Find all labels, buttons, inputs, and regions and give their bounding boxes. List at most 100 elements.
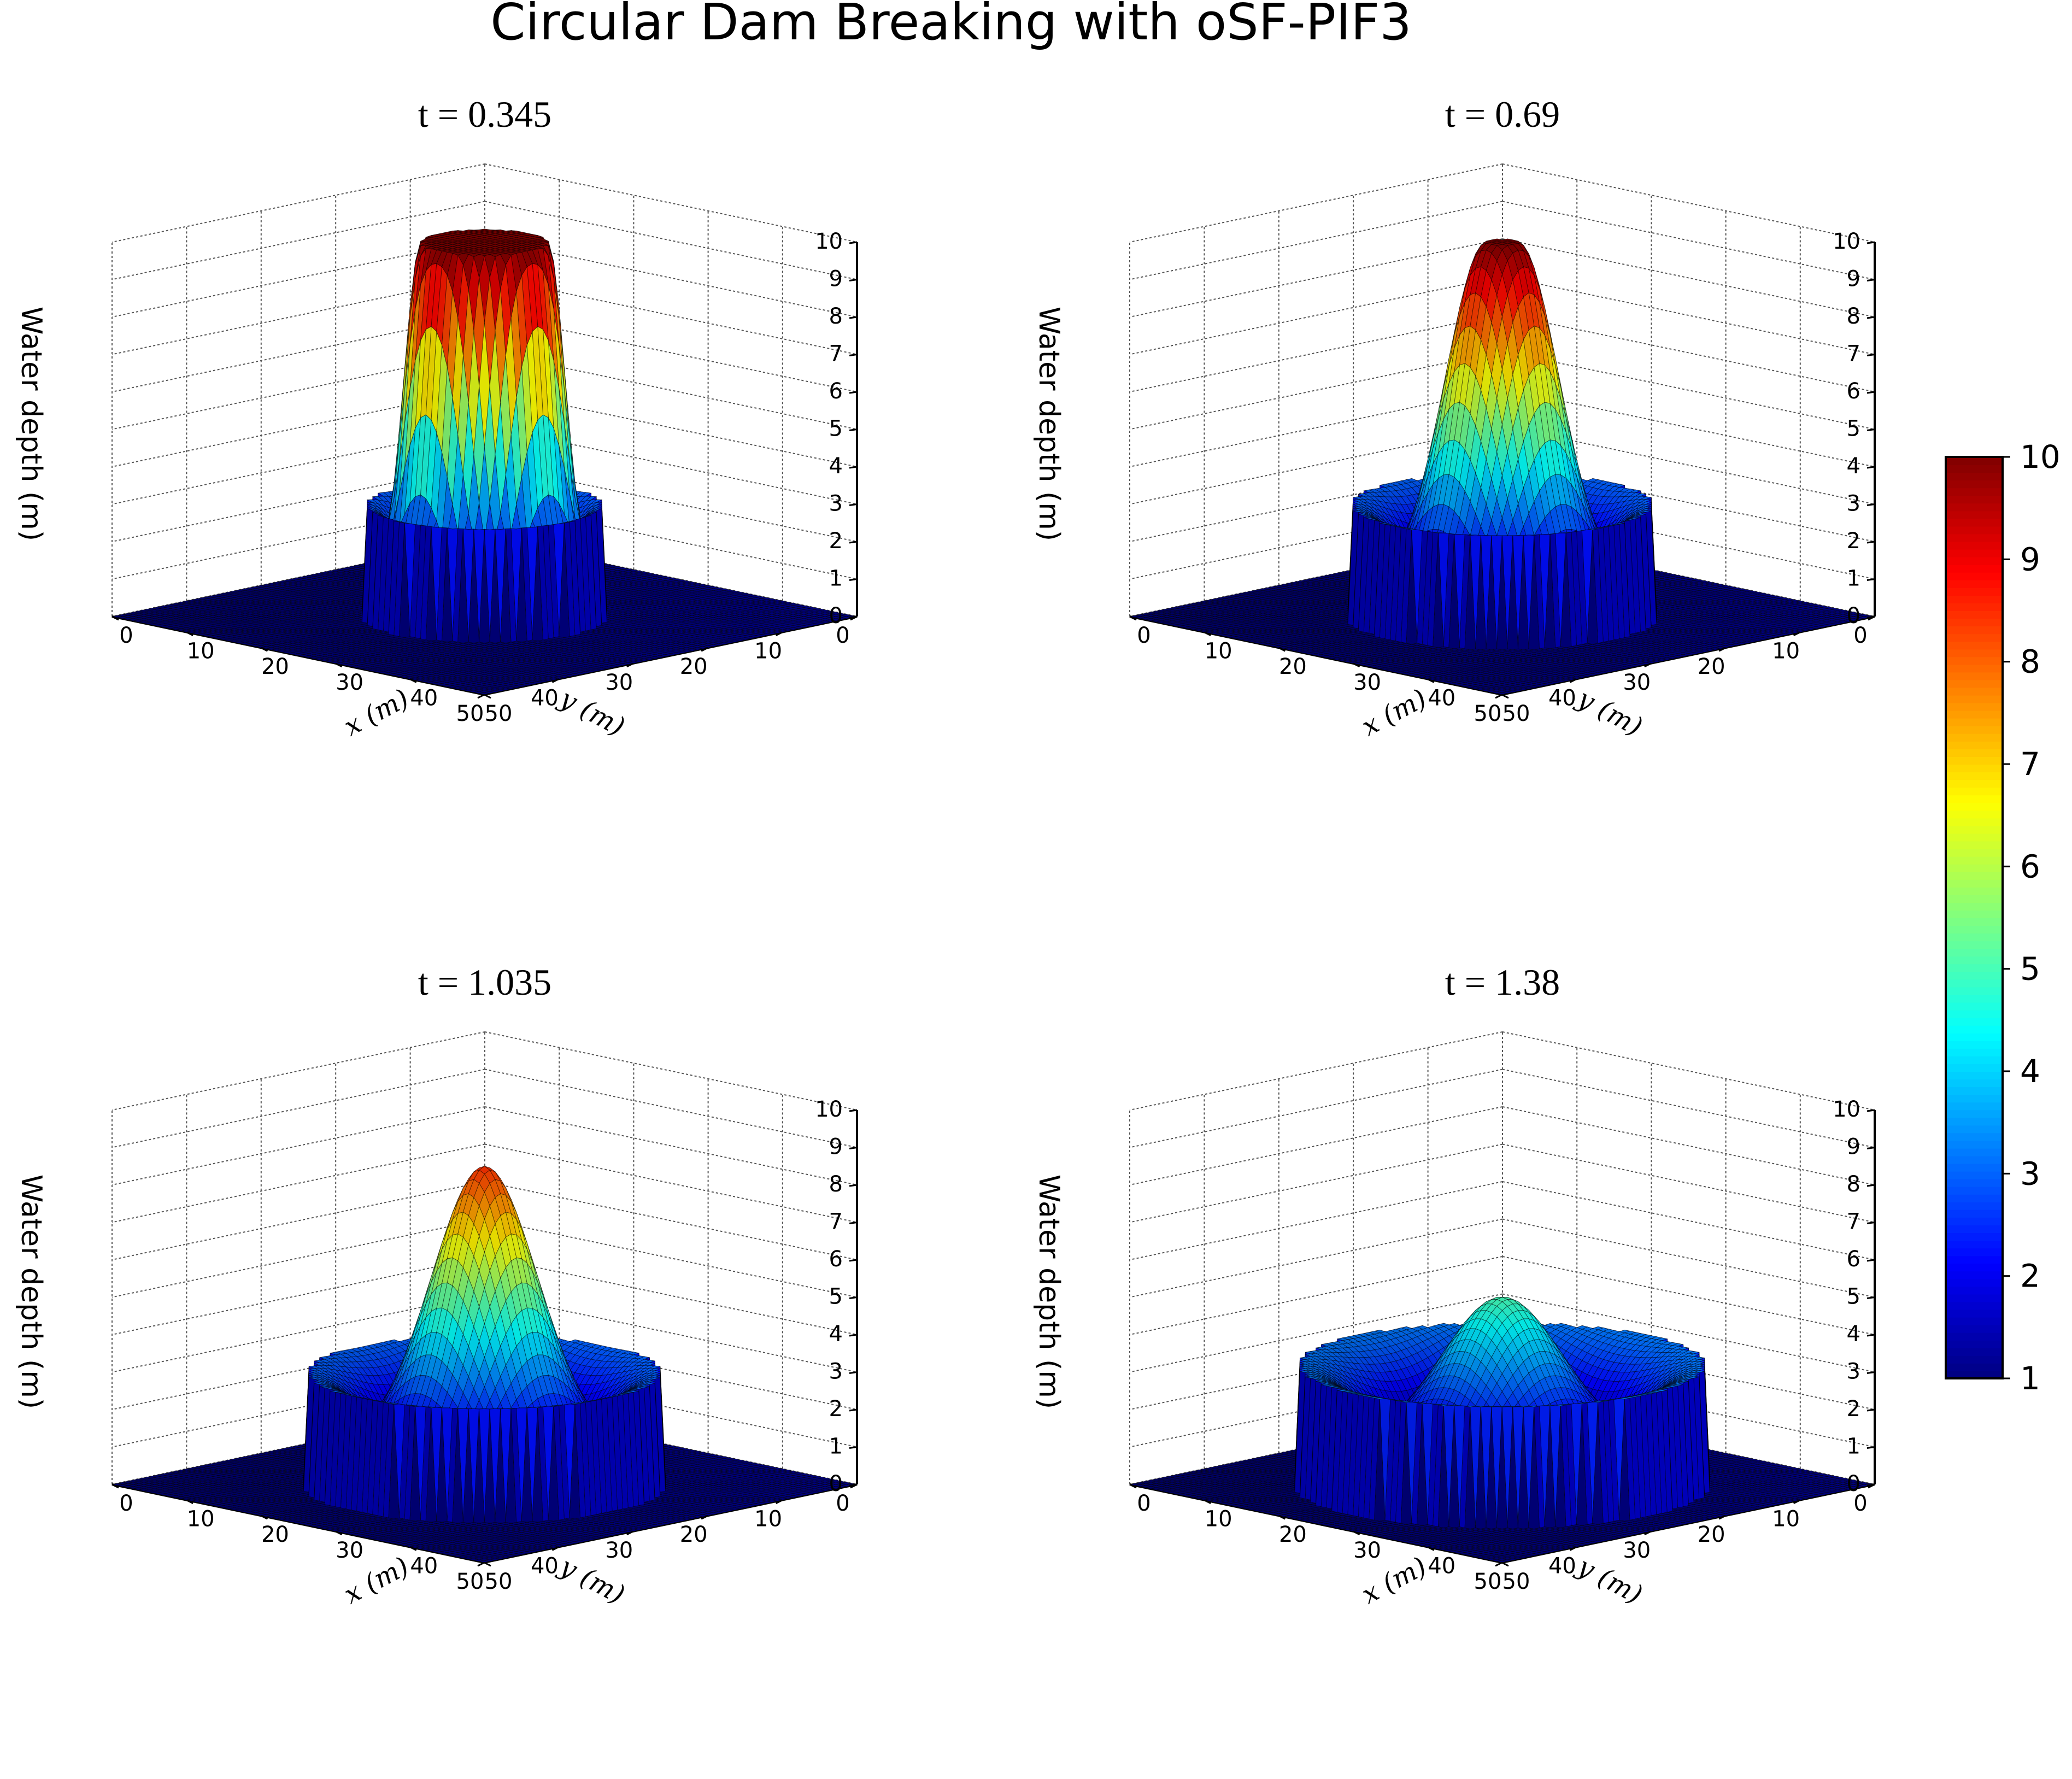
z-tick-label: 1 bbox=[1847, 566, 1860, 591]
colorbar-tick-label: 5 bbox=[2020, 950, 2040, 988]
y-tick-label: 10 bbox=[754, 1507, 782, 1532]
z-axis-label: Water depth (m) bbox=[15, 307, 48, 541]
x-tick-label: 30 bbox=[336, 670, 363, 695]
x-tick-label: 50 bbox=[1502, 1569, 1530, 1594]
colorbar-tick-label: 4 bbox=[2020, 1053, 2040, 1090]
y-tick-label: 10 bbox=[1772, 1507, 1800, 1532]
y-tick-label: 50 bbox=[1474, 1569, 1502, 1594]
z-axis-label: Water depth (m) bbox=[1032, 1175, 1065, 1409]
z-tick-label: 6 bbox=[1847, 1247, 1860, 1272]
z-tick-label: 0 bbox=[1847, 1471, 1860, 1496]
z-tick-label: 10 bbox=[815, 229, 843, 254]
z-axis-label: Water depth (m) bbox=[1032, 307, 1065, 541]
y-tick-label: 0 bbox=[1853, 623, 1867, 648]
x-tick-labels: 0 10 20 30 40 50 bbox=[111, 615, 512, 726]
y-tick-labels: 0 10 20 30 40 50 bbox=[456, 615, 858, 726]
colorbar-tick-label: 6 bbox=[2020, 848, 2040, 885]
z-tick-label: 10 bbox=[1833, 229, 1860, 254]
y-tick-label: 30 bbox=[605, 1538, 633, 1563]
z-tick-label: 2 bbox=[829, 529, 843, 554]
z-tick-label: 1 bbox=[829, 566, 843, 591]
z-tick-label: 3 bbox=[1847, 1359, 1860, 1384]
z-tick-label: 6 bbox=[1847, 379, 1860, 404]
y-tick-labels: 0 10 20 30 40 50 bbox=[1474, 615, 1875, 726]
z-tick-label: 5 bbox=[829, 1284, 843, 1310]
y-tick-label: 50 bbox=[1474, 701, 1502, 726]
z-tick-labels: 0 1 2 3 4 5 6 7 8 9 10 bbox=[815, 1097, 858, 1496]
x-tick-labels: 0 10 20 30 40 50 bbox=[1129, 1483, 1530, 1594]
z-tick-label: 4 bbox=[1847, 1322, 1860, 1347]
z-tick-label: 7 bbox=[1847, 342, 1860, 367]
colorbar-tick-label: 2 bbox=[2020, 1258, 2040, 1295]
x-tick-label: 50 bbox=[485, 1569, 513, 1594]
z-tick-label: 8 bbox=[1847, 304, 1860, 329]
x-tick-label: 40 bbox=[1428, 685, 1455, 711]
z-tick-label: 8 bbox=[829, 304, 843, 329]
z-tick-label: 0 bbox=[1847, 603, 1860, 629]
z-tick-labels: 0 1 2 3 4 5 6 7 8 9 10 bbox=[1833, 1097, 1875, 1496]
subplot-title: t = 1.035 bbox=[418, 961, 551, 1003]
z-tick-label: 8 bbox=[829, 1172, 843, 1197]
y-tick-label: 50 bbox=[456, 1569, 484, 1594]
y-tick-label: 20 bbox=[1698, 1522, 1725, 1547]
x-tick-label: 30 bbox=[336, 1538, 363, 1563]
x-tick-label: 0 bbox=[119, 1491, 133, 1516]
surface-mesh bbox=[111, 228, 858, 695]
x-tick-label: 0 bbox=[1137, 1491, 1151, 1516]
y-tick-label: 40 bbox=[1548, 685, 1576, 711]
surface-mesh bbox=[1129, 1297, 1875, 1563]
z-tick-label: 6 bbox=[829, 1247, 843, 1272]
x-tick-label: 10 bbox=[1205, 1507, 1232, 1532]
y-tick-label: 20 bbox=[1698, 654, 1725, 679]
z-tick-labels: 0 1 2 3 4 5 6 7 8 9 10 bbox=[815, 229, 858, 629]
subplot-title: t = 0.345 bbox=[418, 93, 551, 135]
z-tick-label: 3 bbox=[1847, 491, 1860, 516]
x-tick-label: 20 bbox=[261, 654, 289, 679]
colorbar-frame bbox=[1945, 456, 2004, 1379]
z-tick-label: 2 bbox=[1847, 529, 1860, 554]
z-tick-label: 7 bbox=[829, 1210, 843, 1235]
y-tick-label: 0 bbox=[1853, 1491, 1867, 1516]
y-tick-labels: 0 10 20 30 40 50 bbox=[1474, 1483, 1875, 1594]
y-tick-label: 40 bbox=[1548, 1553, 1576, 1578]
z-tick-label: 5 bbox=[1847, 1284, 1860, 1310]
z-tick-label: 3 bbox=[829, 491, 843, 516]
y-tick-label: 30 bbox=[1623, 1538, 1651, 1563]
colorbar-tick-label: 10 bbox=[2020, 438, 2061, 475]
colorbar-tick-label: 1 bbox=[2020, 1360, 2040, 1397]
x-tick-label: 40 bbox=[410, 685, 438, 711]
z-tick-label: 2 bbox=[1847, 1396, 1860, 1422]
z-tick-label: 4 bbox=[1847, 454, 1860, 479]
z-tick-label: 6 bbox=[829, 379, 843, 404]
z-tick-label: 1 bbox=[1847, 1434, 1860, 1459]
x-tick-label: 30 bbox=[1353, 1538, 1381, 1563]
y-tick-label: 40 bbox=[531, 685, 559, 711]
y-tick-label: 30 bbox=[605, 670, 633, 695]
surface-mesh bbox=[1129, 238, 1875, 695]
x-tick-label: 30 bbox=[1353, 670, 1381, 695]
x-tick-label: 20 bbox=[261, 1522, 289, 1547]
x-tick-label: 40 bbox=[1428, 1553, 1455, 1578]
colorbar-tick-label: 3 bbox=[2020, 1155, 2040, 1192]
z-axis-label: Water depth (m) bbox=[15, 1175, 48, 1409]
z-tick-label: 3 bbox=[829, 1359, 843, 1384]
y-tick-label: 10 bbox=[1772, 639, 1800, 664]
x-tick-label: 40 bbox=[410, 1553, 438, 1578]
z-tick-label: 9 bbox=[829, 267, 843, 292]
subplot-title: t = 0.69 bbox=[1445, 93, 1560, 135]
z-tick-label: 9 bbox=[1847, 1135, 1860, 1160]
y-tick-label: 20 bbox=[680, 654, 708, 679]
z-tick-label: 4 bbox=[829, 454, 843, 479]
figure-title: Circular Dam Breaking with oSF-PIF3 bbox=[490, 0, 1412, 51]
z-tick-labels: 0 1 2 3 4 5 6 7 8 9 10 bbox=[1833, 229, 1875, 629]
y-tick-label: 50 bbox=[456, 701, 484, 726]
x-tick-label: 20 bbox=[1279, 1522, 1307, 1547]
x-tick-label: 50 bbox=[1502, 701, 1530, 726]
z-tick-label: 1 bbox=[829, 1434, 843, 1459]
colorbar-tick-label: 9 bbox=[2020, 541, 2040, 578]
